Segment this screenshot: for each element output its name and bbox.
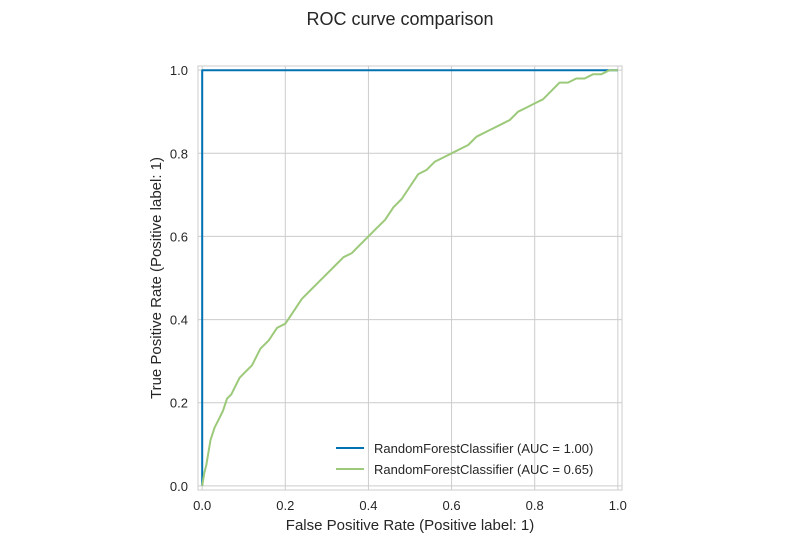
series-line-1: [201, 69, 618, 486]
series-line-2: [201, 69, 618, 486]
y-tick-label: 1.0: [170, 63, 188, 78]
y-tick-label: 0.2: [170, 396, 188, 411]
legend-label-1: RandomForestClassifier (AUC = 1.00): [374, 441, 593, 456]
y-tick-label: 0.8: [170, 146, 188, 161]
x-tick-label: 0.2: [276, 498, 294, 513]
x-axis-label: False Positive Rate (Positive label: 1): [286, 517, 534, 534]
plot-frame: [197, 65, 623, 491]
legend-label-2: RandomForestClassifier (AUC = 0.65): [374, 462, 593, 477]
x-tick-label: 1.0: [609, 498, 627, 513]
chart-title: ROC curve comparison: [306, 9, 493, 29]
x-tick-label: 0.8: [526, 498, 544, 513]
grid-lines: [198, 66, 622, 490]
y-axis-label: True Positive Rate (Positive label: 1): [148, 157, 165, 399]
y-tick-label: 0.4: [170, 313, 188, 328]
legend: RandomForestClassifier (AUC = 1.00) Rando…: [336, 441, 593, 477]
y-tick-label: 0.6: [170, 229, 188, 244]
y-tick-label: 0.0: [170, 479, 188, 494]
x-tick-label: 0.4: [359, 498, 377, 513]
tick-labels: 0.0 0.2 0.4 0.6 0.8 1.0 0.0 0.2 0.4 0.6 0.8 1.0: [170, 63, 627, 513]
x-tick-label: 0.0: [193, 498, 211, 513]
series-layer: [201, 69, 618, 486]
x-tick-label: 0.6: [443, 498, 461, 513]
